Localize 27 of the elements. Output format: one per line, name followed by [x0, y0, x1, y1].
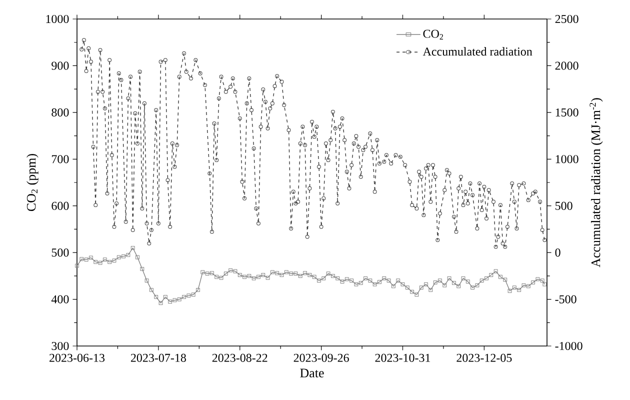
- y-tick-label: 300: [52, 342, 69, 350]
- y-tick-label: 800: [52, 108, 69, 116]
- y-tick-label: 1000: [46, 14, 69, 24]
- x-tick-label: 2023-12-05: [456, 354, 512, 362]
- y2-tick-label: -1000: [555, 342, 582, 350]
- y-tick-label: 500: [52, 248, 69, 257]
- y2-tick-label: 500: [555, 202, 572, 210]
- y2-tick-label: 2500: [555, 14, 578, 24]
- y2-axis-title: Accumulated radiation (MJ·m$^{-2}$): [590, 98, 603, 268]
- legend-label: CO$_{2}$: [423, 30, 444, 40]
- x-tick-label: 2023-10-31: [375, 354, 430, 362]
- x-tick-label: 2023-06-13: [50, 354, 105, 362]
- x-axis-title: Date: [300, 368, 324, 378]
- y2-tick-label: 1500: [556, 108, 578, 116]
- legend-label: Accumulated radiation: [422, 47, 532, 56]
- y-tick-label: 400: [51, 295, 69, 304]
- y2-tick-label: -500: [555, 295, 576, 304]
- y2-tick-label: 0: [555, 248, 560, 257]
- y-tick-label: 600: [52, 202, 69, 210]
- y-axis-title: CO$_{2}$ (ppm): [26, 154, 38, 212]
- x-tick-label: 2023-09-26: [294, 354, 349, 362]
- x-tick-label: 2023-07-18: [130, 354, 186, 362]
- y-tick-label: 700: [52, 155, 69, 164]
- y2-tick-label: 1000: [556, 155, 578, 164]
- y-tick-label: 900: [52, 62, 69, 70]
- x-tick-label: 2023-08-22: [212, 354, 268, 362]
- y2-tick-label: 2000: [555, 62, 578, 70]
